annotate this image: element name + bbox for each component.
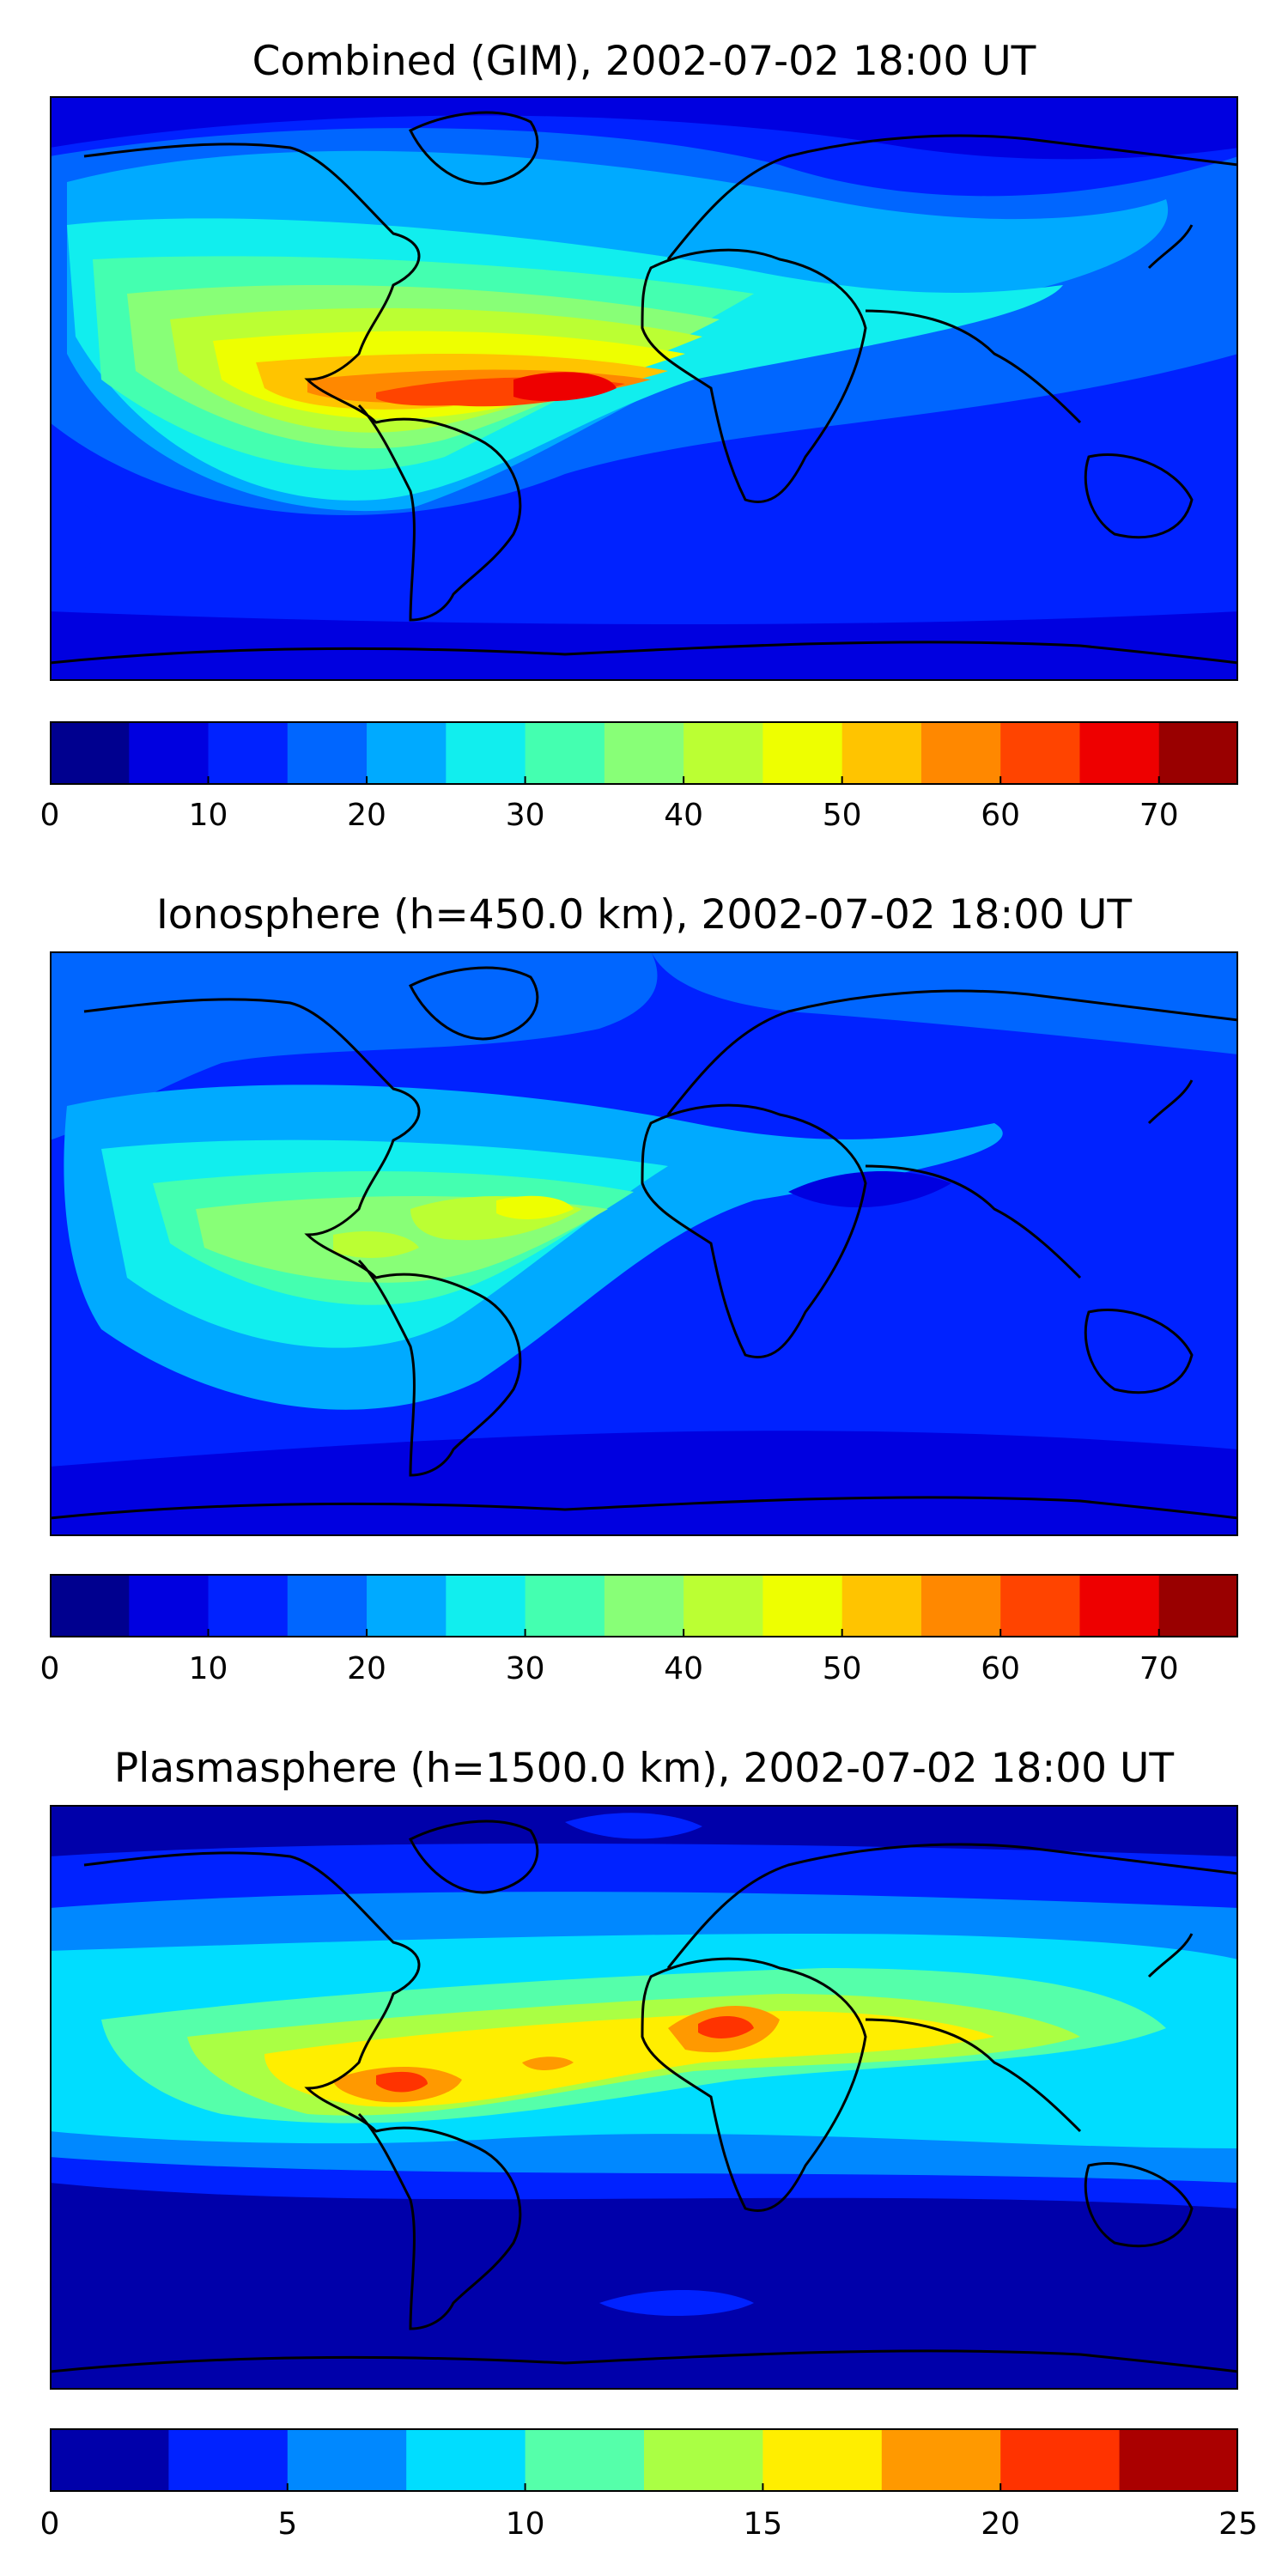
colorbar-segment bbox=[920, 1574, 1001, 1637]
map-combined bbox=[50, 96, 1238, 681]
colorbar-tick-label: 30 bbox=[505, 1651, 545, 1686]
colorbar-tick-label: 50 bbox=[822, 1651, 862, 1686]
colorbar-segment bbox=[208, 721, 289, 785]
colorbar-segment bbox=[525, 1574, 605, 1637]
colorbar-segment bbox=[1000, 721, 1080, 785]
map-ionosphere bbox=[50, 951, 1238, 1536]
colorbar-segment bbox=[129, 1574, 210, 1637]
colorbar-tick-label: 70 bbox=[1139, 798, 1179, 833]
colorbar-segment bbox=[50, 721, 130, 785]
colorbar-segment bbox=[129, 721, 210, 785]
colorbar-tick-label: 10 bbox=[505, 2506, 545, 2542]
colorbar-tick-label: 25 bbox=[1218, 2506, 1258, 2542]
colorbar-frame bbox=[50, 721, 1238, 785]
colorbar-tick-label: 70 bbox=[1139, 1651, 1179, 1686]
panel-title-combined: Combined (GIM), 2002-07-02 18:00 UT bbox=[252, 38, 1036, 85]
colorbar-segment bbox=[841, 721, 922, 785]
colorbar-tick-label: 10 bbox=[188, 1651, 228, 1686]
tec-contours bbox=[50, 115, 1238, 681]
colorbar-tick-label: 20 bbox=[981, 2506, 1021, 2542]
colorbar-segment bbox=[920, 721, 1001, 785]
colorbar-tick-label: 0 bbox=[39, 798, 60, 833]
colorbar-segment bbox=[525, 2428, 645, 2492]
colorbar-segment bbox=[1000, 1574, 1080, 1637]
colorbar-frame bbox=[50, 2428, 1238, 2492]
colorbar-segment bbox=[683, 721, 763, 785]
colorbar-tick-label: 30 bbox=[505, 798, 545, 833]
colorbar-segment bbox=[1000, 2428, 1121, 2492]
colorbar-tick-label: 50 bbox=[822, 798, 862, 833]
colorbar-segment bbox=[762, 721, 843, 785]
coastlines bbox=[50, 1820, 1238, 2373]
colorbar-segment bbox=[446, 721, 526, 785]
colorbar-segment bbox=[1158, 721, 1238, 785]
map-frame bbox=[50, 96, 1238, 681]
colorbar-tick-label: 20 bbox=[347, 1651, 386, 1686]
panel-title-plasmasphere: Plasmasphere (h=1500.0 km), 2002-07-02 1… bbox=[113, 1745, 1175, 1792]
colorbar-tick-label: 15 bbox=[743, 2506, 783, 2542]
colorbar-segment bbox=[1119, 2428, 1238, 2492]
map-plasmasphere bbox=[50, 1805, 1238, 2390]
tec-contours bbox=[50, 1813, 1238, 2316]
colorbar-segment bbox=[406, 2428, 526, 2492]
colorbar-segment bbox=[50, 1574, 130, 1637]
colorbar-tick-label: 0 bbox=[39, 1651, 60, 1686]
colorbar-segment bbox=[604, 1574, 684, 1637]
colorbar-segment bbox=[367, 721, 447, 785]
colorbar-ionosphere bbox=[50, 1574, 1238, 1637]
colorbar-segment bbox=[367, 1574, 447, 1637]
colorbar-segment bbox=[881, 2428, 1001, 2492]
coastlines bbox=[50, 966, 1238, 1520]
colorbar-segment bbox=[1079, 721, 1160, 785]
colorbar-tick-label: 40 bbox=[664, 1651, 704, 1686]
colorbar-segment bbox=[1158, 1574, 1238, 1637]
colorbar-segment bbox=[841, 1574, 922, 1637]
tec-contours bbox=[50, 951, 1238, 1467]
colorbar-segment bbox=[604, 721, 684, 785]
panel-title-ionosphere: Ionosphere (h=450.0 km), 2002-07-02 18:0… bbox=[155, 891, 1133, 939]
colorbar-tick-label: 20 bbox=[347, 798, 386, 833]
colorbar-frame bbox=[50, 1574, 1238, 1637]
colorbar-segment bbox=[525, 721, 605, 785]
colorbar-segment bbox=[287, 2428, 407, 2492]
colorbar-tick-label: 40 bbox=[664, 798, 704, 833]
colorbar-tick-label: 60 bbox=[981, 798, 1021, 833]
colorbar-segment bbox=[50, 2428, 169, 2492]
colorbar-segment bbox=[762, 1574, 843, 1637]
colorbar-segment bbox=[644, 2428, 763, 2492]
map-frame bbox=[50, 951, 1238, 1536]
colorbar-tick-label: 5 bbox=[277, 2506, 298, 2542]
colorbar-segment bbox=[287, 721, 368, 785]
colorbar-segment bbox=[683, 1574, 763, 1637]
colorbar-combined bbox=[50, 721, 1238, 785]
colorbar-segment bbox=[446, 1574, 526, 1637]
colorbar-plasmasphere bbox=[50, 2428, 1238, 2492]
coastlines bbox=[50, 111, 1238, 665]
colorbar-tick-label: 0 bbox=[39, 2506, 60, 2542]
colorbar-segment bbox=[762, 2428, 883, 2492]
map-frame bbox=[50, 1805, 1238, 2390]
colorbar-segment bbox=[287, 1574, 368, 1637]
colorbar-tick-label: 60 bbox=[981, 1651, 1021, 1686]
colorbar-segment bbox=[208, 1574, 289, 1637]
colorbar-segment bbox=[1079, 1574, 1160, 1637]
colorbar-tick-label: 10 bbox=[188, 798, 228, 833]
colorbar-segment bbox=[168, 2428, 289, 2492]
